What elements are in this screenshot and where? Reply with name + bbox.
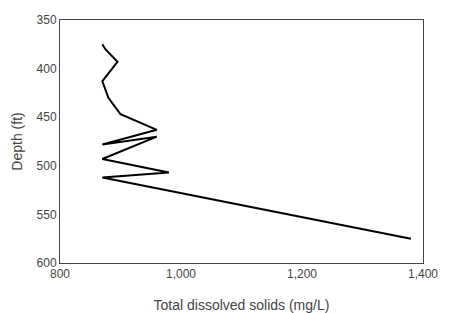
svg-text:1,200: 1,200 — [287, 267, 317, 281]
svg-text:1,400: 1,400 — [408, 267, 438, 281]
svg-text:450: 450 — [37, 110, 57, 124]
svg-text:800: 800 — [50, 267, 70, 281]
svg-text:600: 600 — [37, 256, 57, 270]
svg-text:350: 350 — [37, 13, 57, 27]
svg-text:1,000: 1,000 — [166, 267, 196, 281]
svg-text:Depth (ft): Depth (ft) — [9, 112, 25, 170]
svg-text:500: 500 — [37, 159, 57, 173]
svg-text:550: 550 — [37, 208, 57, 222]
svg-text:400: 400 — [37, 62, 57, 76]
svg-text:Total dissolved solids (mg/L): Total dissolved solids (mg/L) — [154, 297, 330, 313]
